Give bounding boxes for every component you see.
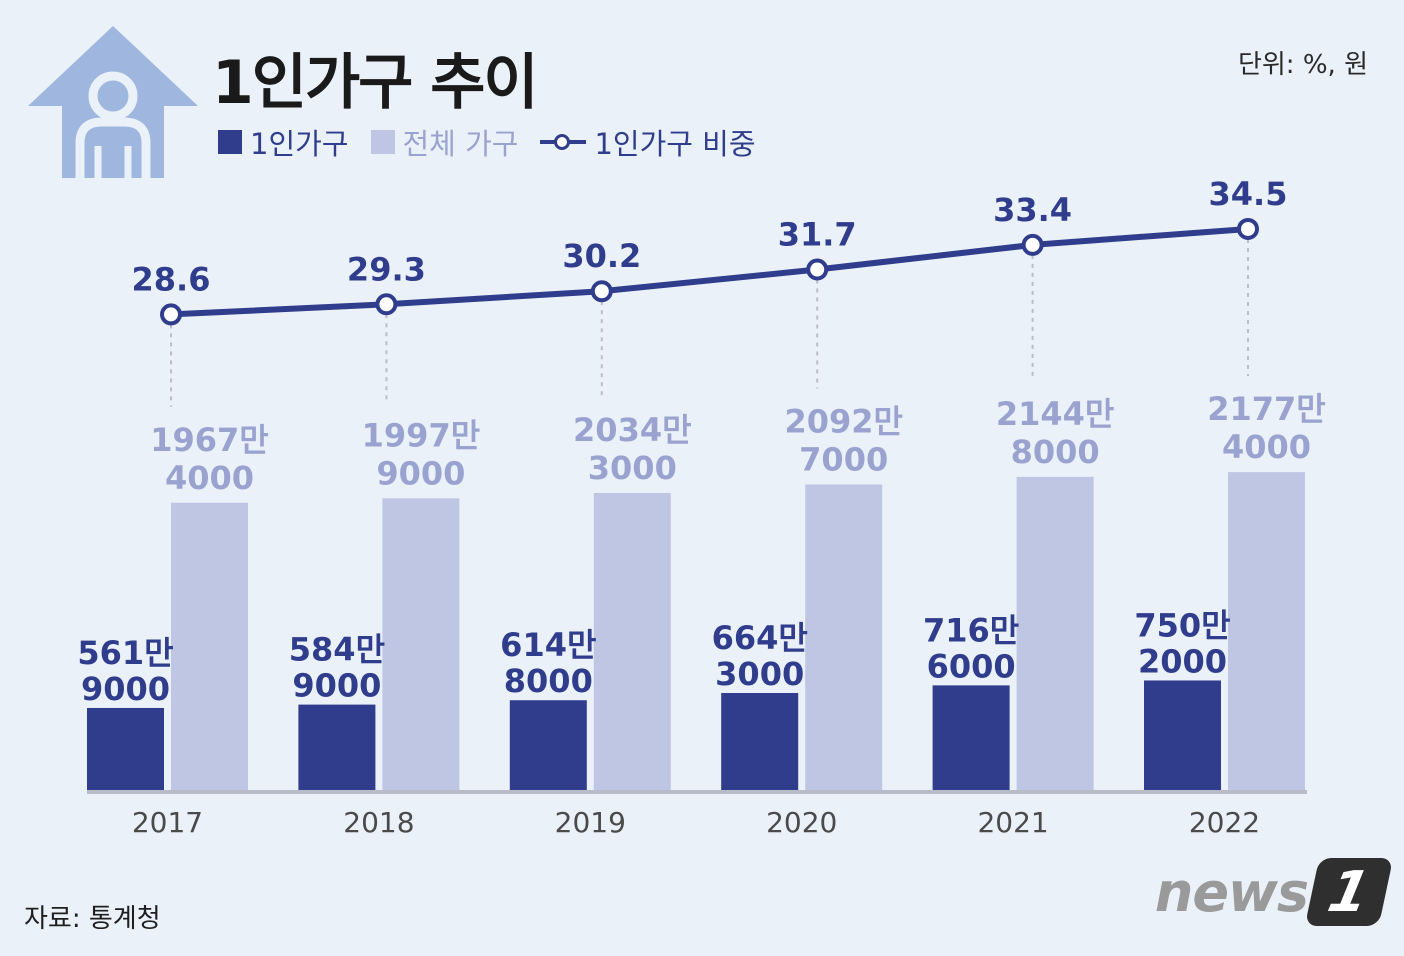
ratio-point-2020 <box>806 258 829 281</box>
bar-total-2020 <box>805 484 883 790</box>
label-total-line2: 7000 <box>799 440 888 478</box>
ratio-line <box>170 225 1249 318</box>
legend-swatch-ratio <box>540 130 587 154</box>
bar-single-2019 <box>509 700 587 790</box>
label-total-line1: 1967만 <box>150 421 269 459</box>
x-tick-2019: 2019 <box>555 806 626 839</box>
label-single-line1: 750만 <box>1134 606 1230 644</box>
ratio-label-2018: 29.3 <box>347 250 426 288</box>
ratio-point-2022 <box>1237 217 1259 240</box>
legend-label-total: 전체 가구 <box>402 127 519 161</box>
legend-item-single: 1인가구 <box>218 121 349 163</box>
label-total-line2: 8000 <box>1011 433 1100 471</box>
bar-single-2018 <box>298 704 376 790</box>
label-single-line1: 614만 <box>500 626 596 664</box>
label-total-line1: 1997만 <box>362 416 481 454</box>
label-total-line1: 2092만 <box>784 402 903 440</box>
bar-total-2018 <box>382 498 460 790</box>
unit-label: 단위: %, 원 <box>1237 50 1368 80</box>
label-total-line1: 2144만 <box>996 395 1115 433</box>
source-note: 자료: 통계청 <box>24 904 161 934</box>
label-single-line1: 716만 <box>923 611 1019 649</box>
legend-swatch-single <box>218 130 242 154</box>
label-total-line2: 9000 <box>376 454 465 492</box>
brand-logo: news 1 <box>1154 858 1394 926</box>
ratio-label-2019: 30.2 <box>562 237 641 275</box>
x-tick-2018: 2018 <box>343 806 414 839</box>
x-tick-2021: 2021 <box>977 806 1048 839</box>
ratio-point-2018 <box>375 293 398 316</box>
label-single-line1: 561만 <box>77 634 173 672</box>
bar-single-2017 <box>87 707 164 790</box>
legend-label-ratio: 1인가구 비중 <box>594 127 756 161</box>
ratio-label-2017: 28.6 <box>132 260 211 298</box>
ratio-label-2022: 34.5 <box>1209 175 1288 213</box>
label-single-line1: 584만 <box>289 631 385 669</box>
bar-single-2020 <box>721 693 799 790</box>
x-tick-2017: 2017 <box>132 806 203 839</box>
label-single-line2: 8000 <box>504 662 593 700</box>
bar-total-2019 <box>593 492 671 790</box>
bar-total-2021 <box>1016 476 1094 790</box>
legend: 1인가구 전체 가구 1인가구 비중 <box>218 120 756 164</box>
bar-single-2022 <box>1144 680 1221 790</box>
chart-baseline <box>87 790 1307 794</box>
x-tick-2022: 2022 <box>1189 806 1260 839</box>
ratio-point-2019 <box>590 280 613 303</box>
label-single-line1: 664만 <box>712 619 808 657</box>
label-single-line2: 9000 <box>292 667 381 705</box>
label-total-line1: 2177만 <box>1207 390 1326 428</box>
bar-single-2021 <box>932 685 1010 790</box>
page-title: 1인가구 추이 <box>212 48 539 118</box>
ratio-point-2021 <box>1021 233 1044 256</box>
label-total-line2: 3000 <box>588 449 677 487</box>
brand-badge: 1 <box>1304 858 1394 926</box>
ratio-label-2021: 33.4 <box>993 191 1072 229</box>
bar-total-2022 <box>1228 472 1305 790</box>
label-total-line1: 2034만 <box>573 411 692 449</box>
bar-total-2017 <box>171 502 248 790</box>
label-single-line2: 9000 <box>81 670 170 708</box>
house-person-icon <box>28 26 198 178</box>
legend-item-total: 전체 가구 <box>370 121 519 163</box>
ratio-label-2020: 31.7 <box>778 216 857 254</box>
ratio-point-2017 <box>160 303 182 326</box>
label-total-line2: 4000 <box>1222 428 1311 466</box>
legend-swatch-total <box>370 130 395 154</box>
label-single-line2: 6000 <box>927 647 1016 685</box>
x-tick-2020: 2020 <box>766 806 837 839</box>
label-single-line2: 2000 <box>1138 642 1227 680</box>
label-single-line2: 3000 <box>715 655 804 693</box>
brand-wordmark: news <box>1154 860 1309 924</box>
legend-label-single: 1인가구 <box>250 127 349 161</box>
legend-item-ratio: 1인가구 비중 <box>540 121 756 163</box>
label-total-line2: 4000 <box>165 459 254 497</box>
